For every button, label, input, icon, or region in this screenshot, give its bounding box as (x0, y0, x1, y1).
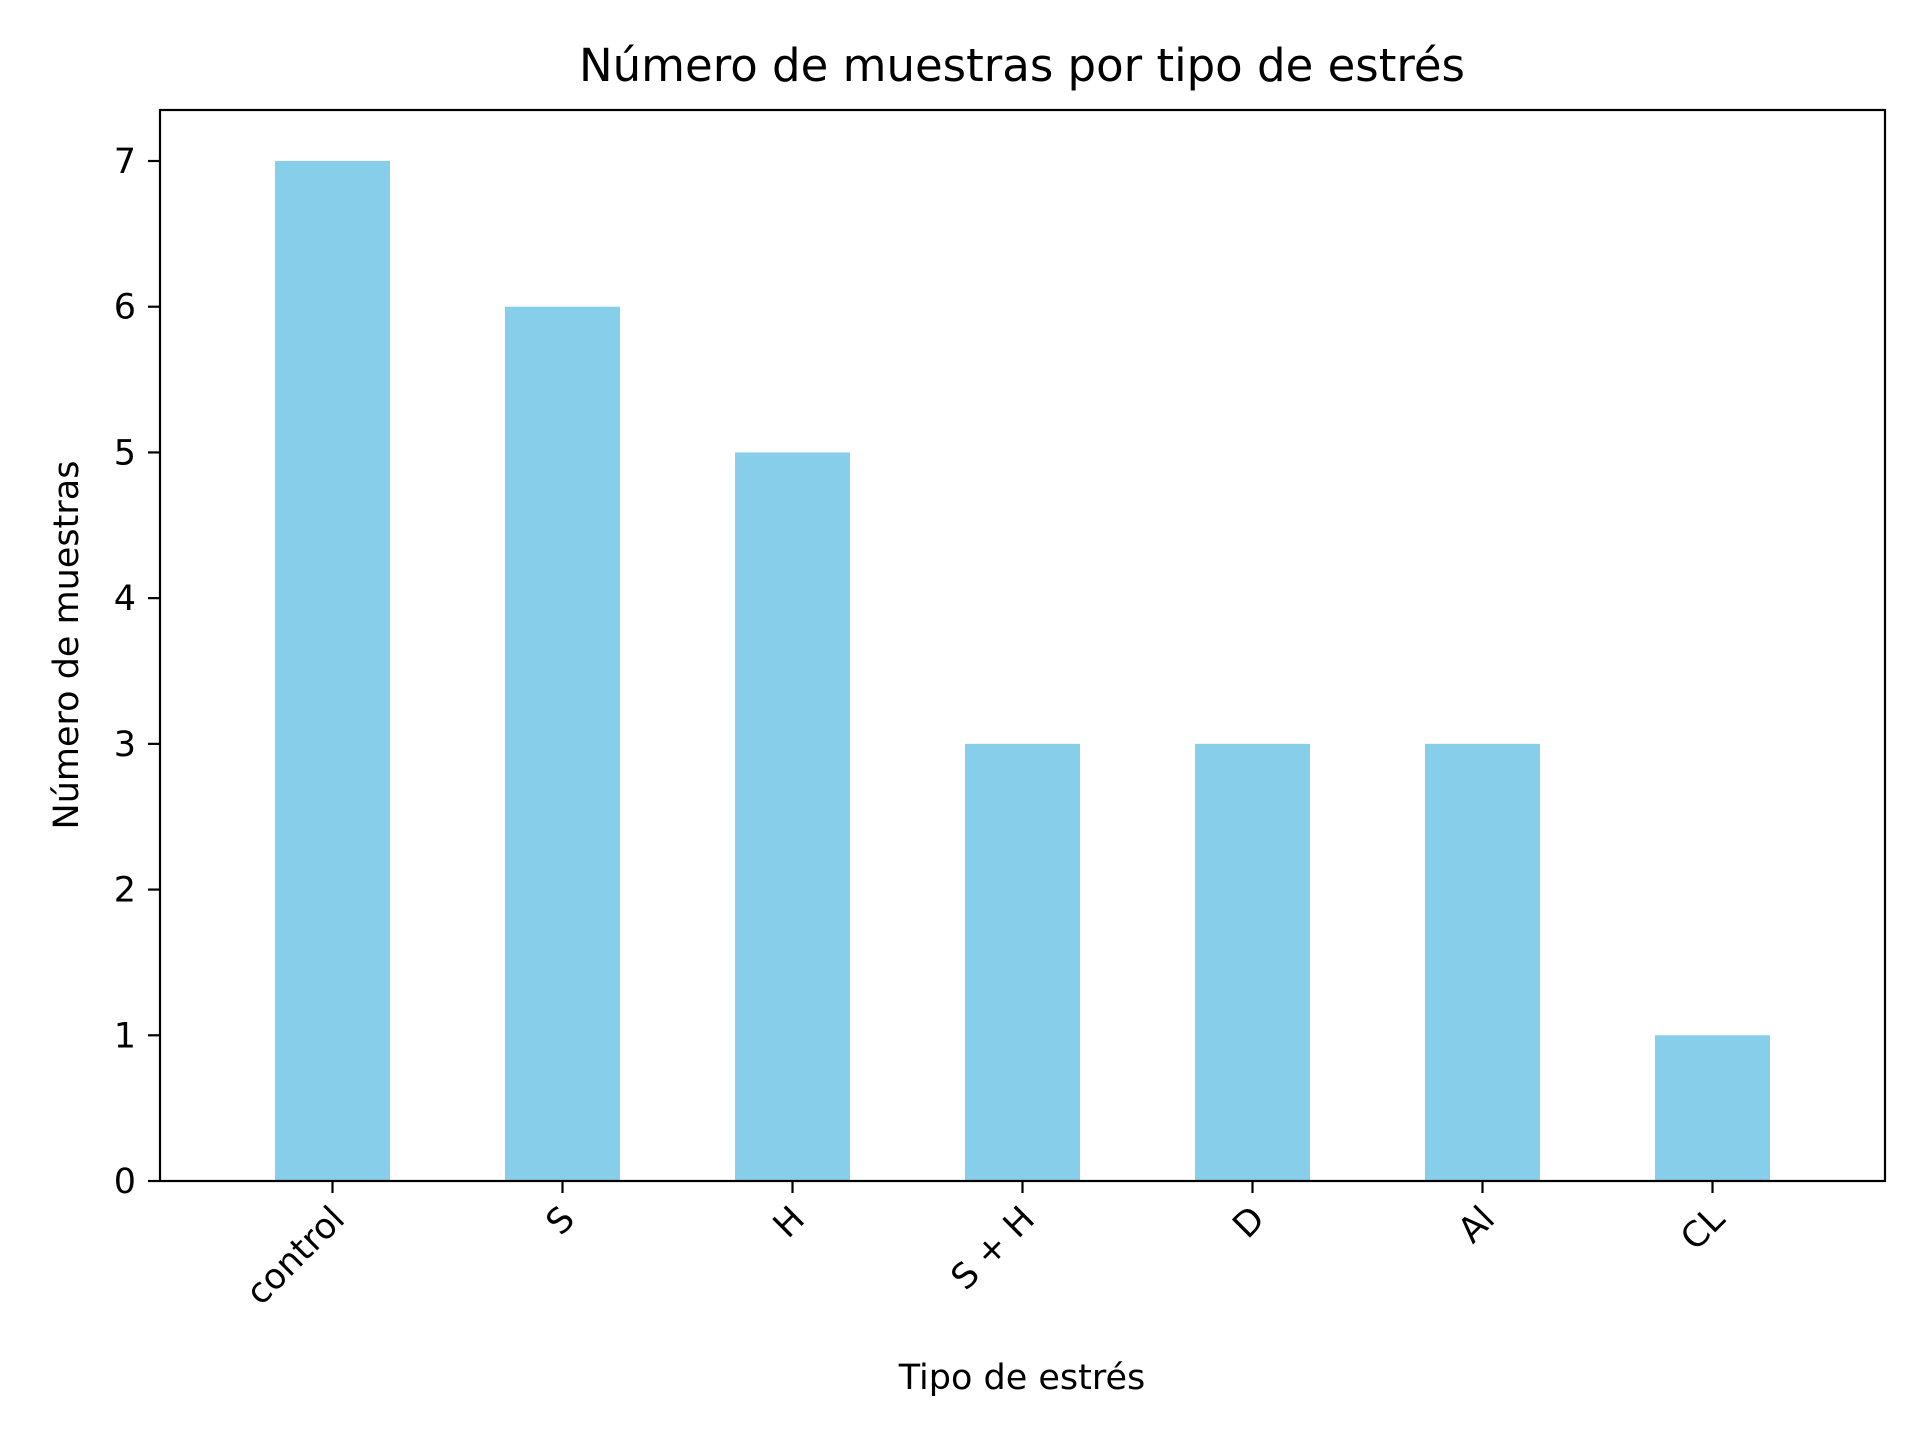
bar-h (735, 452, 850, 1181)
x-tick-label: Al (1451, 1199, 1503, 1251)
y-tick-label: 7 (114, 142, 136, 182)
x-tick-label: D (1226, 1199, 1273, 1246)
bar-d (1195, 743, 1310, 1181)
y-tick-label: 6 (114, 288, 136, 328)
bar-control (275, 161, 390, 1181)
x-tick-label: S + H (944, 1199, 1043, 1298)
x-tick-label: CL (1674, 1199, 1734, 1259)
y-tick-label: 1 (114, 1016, 136, 1056)
plot-frame (158, 108, 1887, 1183)
chart-title: Número de muestras por tipo de estrés (579, 39, 1465, 92)
bar-cl (1655, 1035, 1770, 1181)
y-tick-label: 5 (114, 433, 136, 473)
y-tick-label: 3 (114, 725, 136, 765)
bar-s-h (965, 743, 1080, 1181)
y-axis-ticks: 0 1 2 3 4 5 6 7 (114, 142, 160, 1202)
bar-s (505, 306, 620, 1181)
x-tick-label: control (239, 1199, 353, 1313)
y-tick-label: 0 (114, 1162, 136, 1202)
y-tick-label: 2 (114, 871, 136, 911)
x-axis-label: Tipo de estrés (898, 1358, 1146, 1398)
y-tick-label: 4 (114, 579, 136, 619)
y-axis-label: Número de muestras (47, 461, 87, 830)
x-axis-ticks: control S H S + H D Al CL (239, 1181, 1733, 1313)
bar-al (1425, 743, 1540, 1181)
x-tick-label: H (766, 1199, 813, 1246)
bars-group (275, 161, 1770, 1181)
x-tick-label: S (539, 1199, 583, 1243)
